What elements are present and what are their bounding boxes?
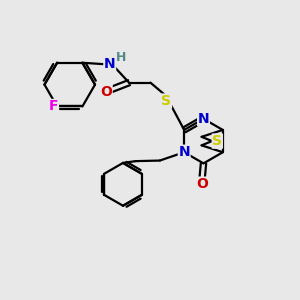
Text: H: H (116, 51, 126, 64)
Text: S: S (161, 94, 172, 108)
Text: N: N (104, 57, 116, 71)
Text: O: O (196, 177, 208, 191)
Text: N: N (178, 145, 190, 159)
Text: N: N (198, 112, 209, 126)
Text: F: F (49, 100, 58, 113)
Text: S: S (212, 134, 222, 148)
Text: O: O (100, 85, 112, 99)
